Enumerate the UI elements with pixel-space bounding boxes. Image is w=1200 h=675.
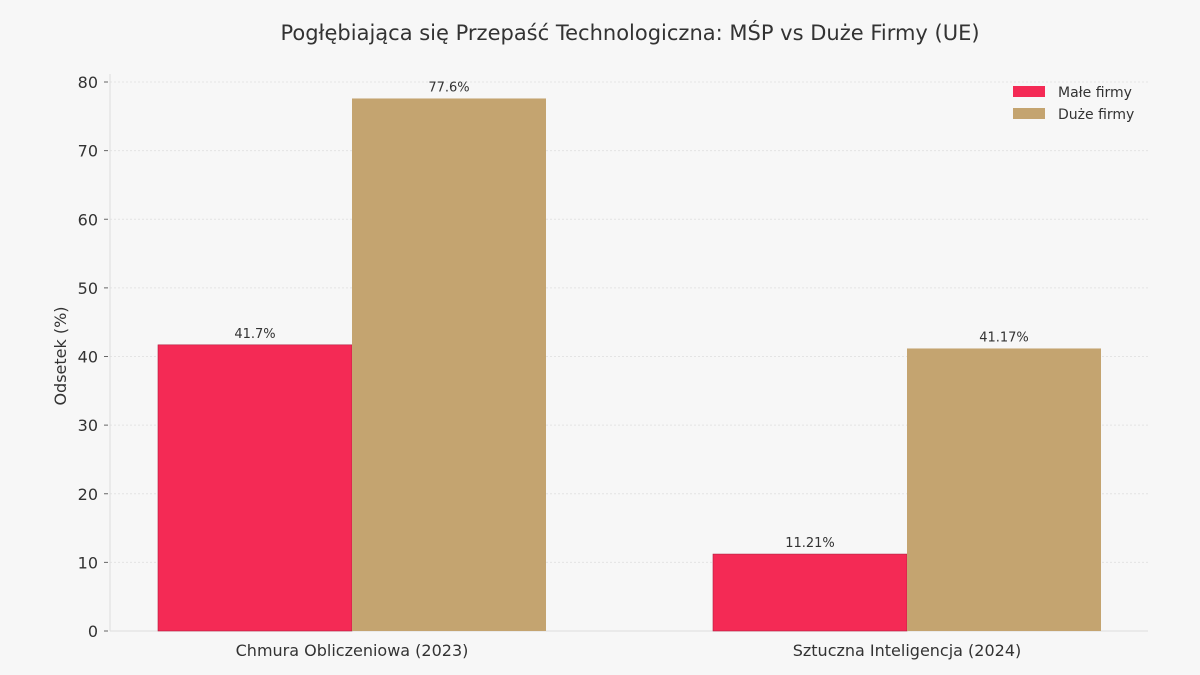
y-tick-label: 10 bbox=[78, 553, 98, 572]
data-label: 11.21% bbox=[785, 536, 835, 551]
y-tick-label: 40 bbox=[78, 348, 98, 367]
bar-large-firms bbox=[907, 348, 1101, 631]
y-axis-label: Odsetek (%) bbox=[51, 306, 70, 405]
data-label: 77.6% bbox=[428, 80, 469, 95]
legend-label: Duże firmy bbox=[1058, 107, 1134, 123]
legend-swatch bbox=[1013, 86, 1045, 97]
y-tick-label: 50 bbox=[78, 279, 98, 298]
data-label: 41.17% bbox=[979, 330, 1029, 345]
y-tick-label: 30 bbox=[78, 416, 98, 435]
x-tick-label: Sztuczna Inteligencja (2024) bbox=[793, 641, 1022, 660]
legend-swatch bbox=[1013, 108, 1045, 119]
y-tick-label: 0 bbox=[88, 622, 98, 641]
y-tick-label: 70 bbox=[78, 142, 98, 161]
y-tick-label: 20 bbox=[78, 485, 98, 504]
legend-label: Małe firmy bbox=[1058, 85, 1132, 101]
data-label: 41.7% bbox=[234, 327, 275, 342]
x-tick-label: Chmura Obliczeniowa (2023) bbox=[236, 641, 469, 660]
y-tick-label: 60 bbox=[78, 210, 98, 229]
bar-large-firms bbox=[352, 98, 546, 632]
bar-small-firms bbox=[157, 344, 353, 632]
y-tick-label: 80 bbox=[78, 73, 98, 92]
chart-title: Pogłębiająca się Przepaść Technologiczna… bbox=[280, 20, 979, 45]
bar-small-firms bbox=[712, 553, 908, 632]
